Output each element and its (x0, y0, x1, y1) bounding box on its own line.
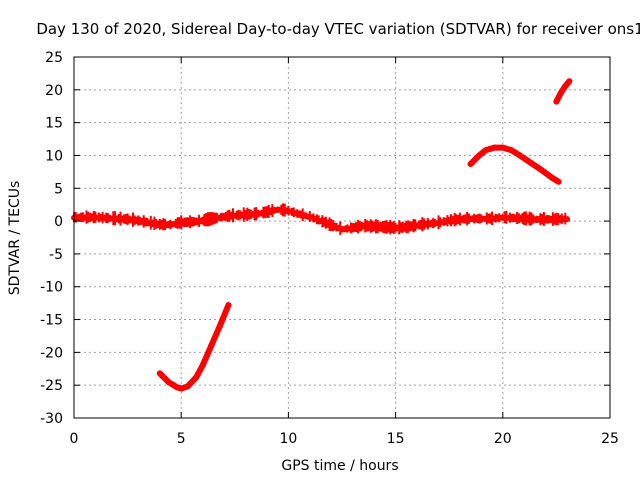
y-tick-label: 25 (45, 50, 63, 66)
data-point (165, 378, 172, 385)
data-point (508, 147, 515, 154)
x-tick-label: 0 (70, 431, 79, 447)
data-point (527, 159, 534, 166)
x-tick-label: 10 (279, 431, 297, 447)
x-tick-label: 5 (177, 431, 186, 447)
chart-title: Day 130 of 2020, Sidereal Day-to-day VTE… (36, 20, 640, 38)
data-point (491, 144, 498, 151)
x-axis-label: GPS time / hours (281, 458, 398, 474)
x-tick-label: 15 (387, 431, 405, 447)
data-point (199, 362, 206, 369)
y-tick-label: -25 (40, 378, 63, 394)
y-tick-label: 0 (54, 214, 63, 230)
axis-ticks: 0 5 10 15 20 25 25 20 15 10 5 0 -5 -10 -15 -20 -25 -30 (40, 50, 619, 447)
y-tick-label: -20 (40, 345, 63, 361)
y-tick-label: -10 (40, 280, 63, 296)
data-point (193, 374, 200, 381)
data-point (208, 342, 215, 349)
data-point (156, 370, 163, 377)
y-axis-label: SDTVAR / TECUs (7, 181, 23, 296)
y-tick-label: 5 (54, 181, 63, 197)
y-tick-label: 20 (45, 83, 63, 99)
grid-lines (74, 57, 610, 418)
x-tick-label: 20 (494, 431, 512, 447)
y-tick-label: -30 (40, 411, 63, 427)
data-point (467, 161, 474, 167)
data-point (555, 178, 562, 185)
data-point (517, 152, 523, 159)
data-point (557, 90, 564, 97)
data-point (482, 147, 489, 154)
series-dip-segment (156, 302, 232, 392)
data-point (184, 383, 191, 390)
data-point (499, 144, 506, 151)
x-tick-label: 25 (601, 431, 619, 447)
series-rise-segment (553, 78, 573, 105)
y-tick-label: 10 (45, 148, 63, 164)
data-point (562, 83, 568, 90)
data-point (216, 323, 223, 330)
data-point (178, 385, 185, 392)
y-tick-label: -15 (40, 313, 63, 329)
plot-frame (73, 56, 611, 419)
data-point (549, 174, 556, 181)
y-tick-label: -5 (49, 247, 63, 263)
data-point (225, 302, 232, 309)
data-point (476, 152, 483, 159)
data-point (553, 98, 560, 105)
data-point (538, 166, 545, 173)
series-hump-segment (467, 144, 562, 185)
y-tick-label: 15 (45, 116, 63, 132)
data-series (71, 78, 573, 392)
data-point (566, 78, 573, 85)
